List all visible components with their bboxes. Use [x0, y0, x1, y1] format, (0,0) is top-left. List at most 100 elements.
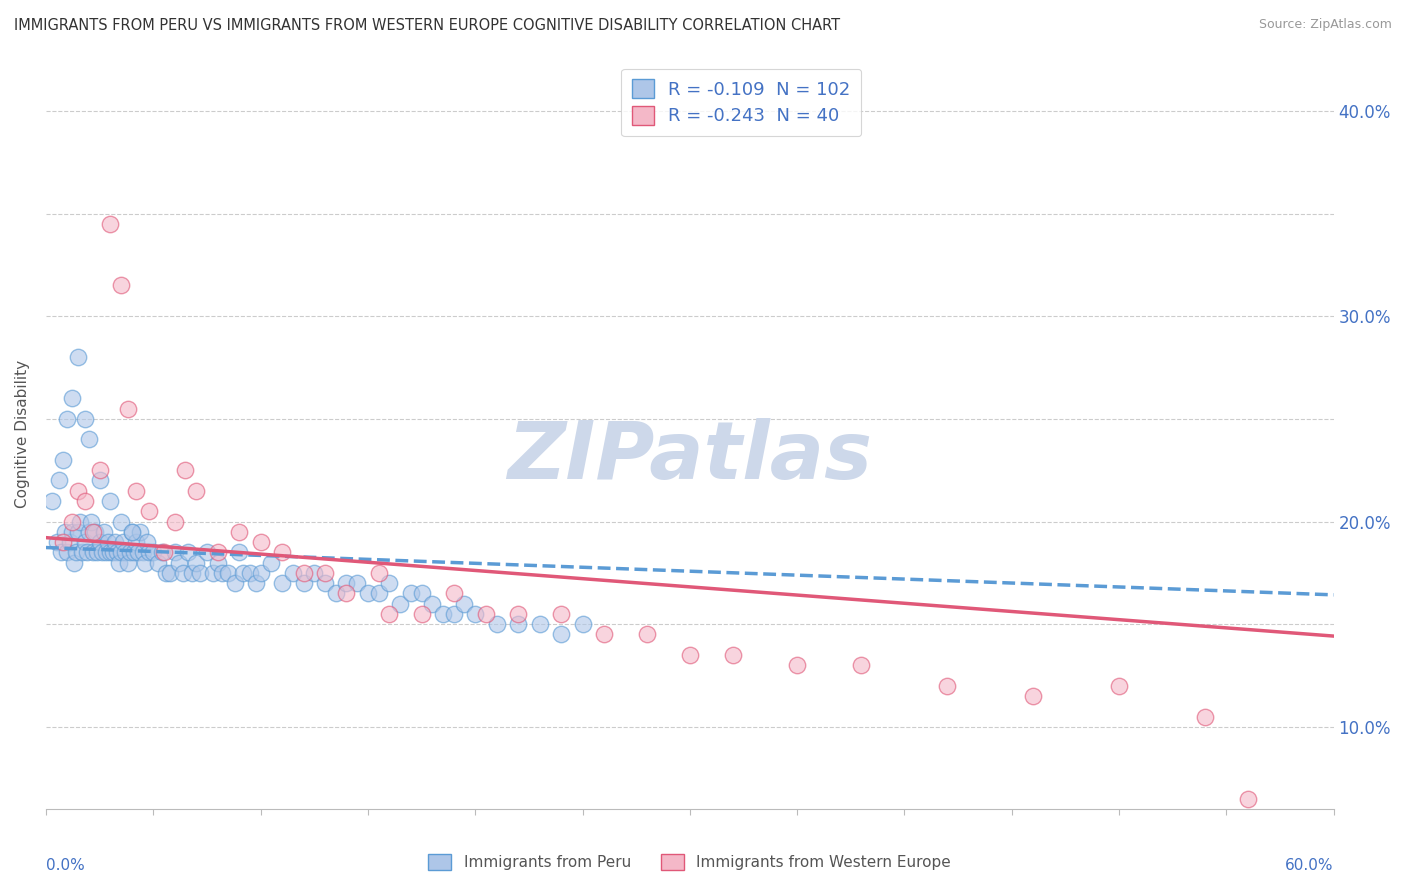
Point — [367, 586, 389, 600]
Point — [420, 597, 443, 611]
Point — [89, 463, 111, 477]
Point — [453, 597, 475, 611]
Point — [138, 504, 160, 518]
Point — [443, 586, 465, 600]
Point — [529, 617, 551, 632]
Point — [67, 524, 90, 539]
Point — [232, 566, 254, 580]
Point — [45, 535, 67, 549]
Point — [134, 556, 156, 570]
Text: ZIPatlas: ZIPatlas — [508, 417, 872, 496]
Point — [249, 566, 271, 580]
Point — [98, 494, 121, 508]
Point — [174, 463, 197, 477]
Point — [155, 566, 177, 580]
Point — [851, 658, 873, 673]
Point — [378, 576, 401, 591]
Point — [114, 545, 136, 559]
Point — [60, 524, 83, 539]
Point — [271, 545, 294, 559]
Point — [98, 545, 121, 559]
Point — [98, 217, 121, 231]
Point — [1194, 709, 1216, 723]
Point — [786, 658, 808, 673]
Point — [93, 524, 115, 539]
Point — [97, 535, 120, 549]
Point — [110, 545, 132, 559]
Point — [58, 535, 80, 549]
Point — [135, 535, 157, 549]
Point — [138, 545, 160, 559]
Point — [73, 535, 96, 549]
Point — [217, 566, 239, 580]
Point — [292, 566, 315, 580]
Point — [167, 556, 190, 570]
Point — [86, 545, 108, 559]
Point — [302, 566, 325, 580]
Point — [335, 586, 357, 600]
Legend: R = -0.109  N = 102, R = -0.243  N = 40: R = -0.109 N = 102, R = -0.243 N = 40 — [621, 69, 862, 136]
Point — [80, 515, 103, 529]
Point — [73, 494, 96, 508]
Point — [117, 401, 139, 416]
Point — [357, 586, 380, 600]
Point — [76, 545, 98, 559]
Point — [508, 617, 530, 632]
Point — [118, 545, 141, 559]
Point — [69, 515, 91, 529]
Point — [367, 566, 389, 580]
Point — [77, 524, 100, 539]
Point — [571, 617, 593, 632]
Point — [224, 576, 246, 591]
Point — [508, 607, 530, 621]
Point — [125, 483, 148, 498]
Point — [475, 607, 498, 621]
Point — [67, 351, 90, 365]
Point — [281, 566, 304, 580]
Point — [153, 545, 176, 559]
Point — [52, 453, 75, 467]
Point — [249, 535, 271, 549]
Point — [721, 648, 744, 662]
Point — [77, 433, 100, 447]
Point — [125, 535, 148, 549]
Point — [190, 566, 212, 580]
Point — [84, 524, 107, 539]
Point — [432, 607, 454, 621]
Point — [110, 278, 132, 293]
Point — [679, 648, 702, 662]
Point — [112, 535, 135, 549]
Point — [1022, 689, 1045, 703]
Point — [593, 627, 616, 641]
Point — [122, 545, 145, 559]
Point — [163, 515, 186, 529]
Point — [1108, 679, 1130, 693]
Point — [195, 545, 218, 559]
Point — [228, 545, 250, 559]
Point — [60, 392, 83, 406]
Point — [101, 545, 124, 559]
Point — [121, 524, 143, 539]
Point — [110, 515, 132, 529]
Point — [936, 679, 959, 693]
Point — [105, 545, 128, 559]
Point — [411, 607, 433, 621]
Point — [65, 545, 87, 559]
Point — [550, 627, 572, 641]
Point — [48, 474, 70, 488]
Point — [186, 483, 208, 498]
Point — [186, 556, 208, 570]
Point — [82, 524, 104, 539]
Point — [325, 586, 347, 600]
Point — [260, 556, 283, 570]
Point — [41, 494, 63, 508]
Point — [142, 545, 165, 559]
Point — [127, 545, 149, 559]
Point — [464, 607, 486, 621]
Point — [314, 576, 336, 591]
Point — [180, 566, 202, 580]
Point — [82, 545, 104, 559]
Point — [146, 556, 169, 570]
Point — [49, 545, 72, 559]
Point — [207, 545, 229, 559]
